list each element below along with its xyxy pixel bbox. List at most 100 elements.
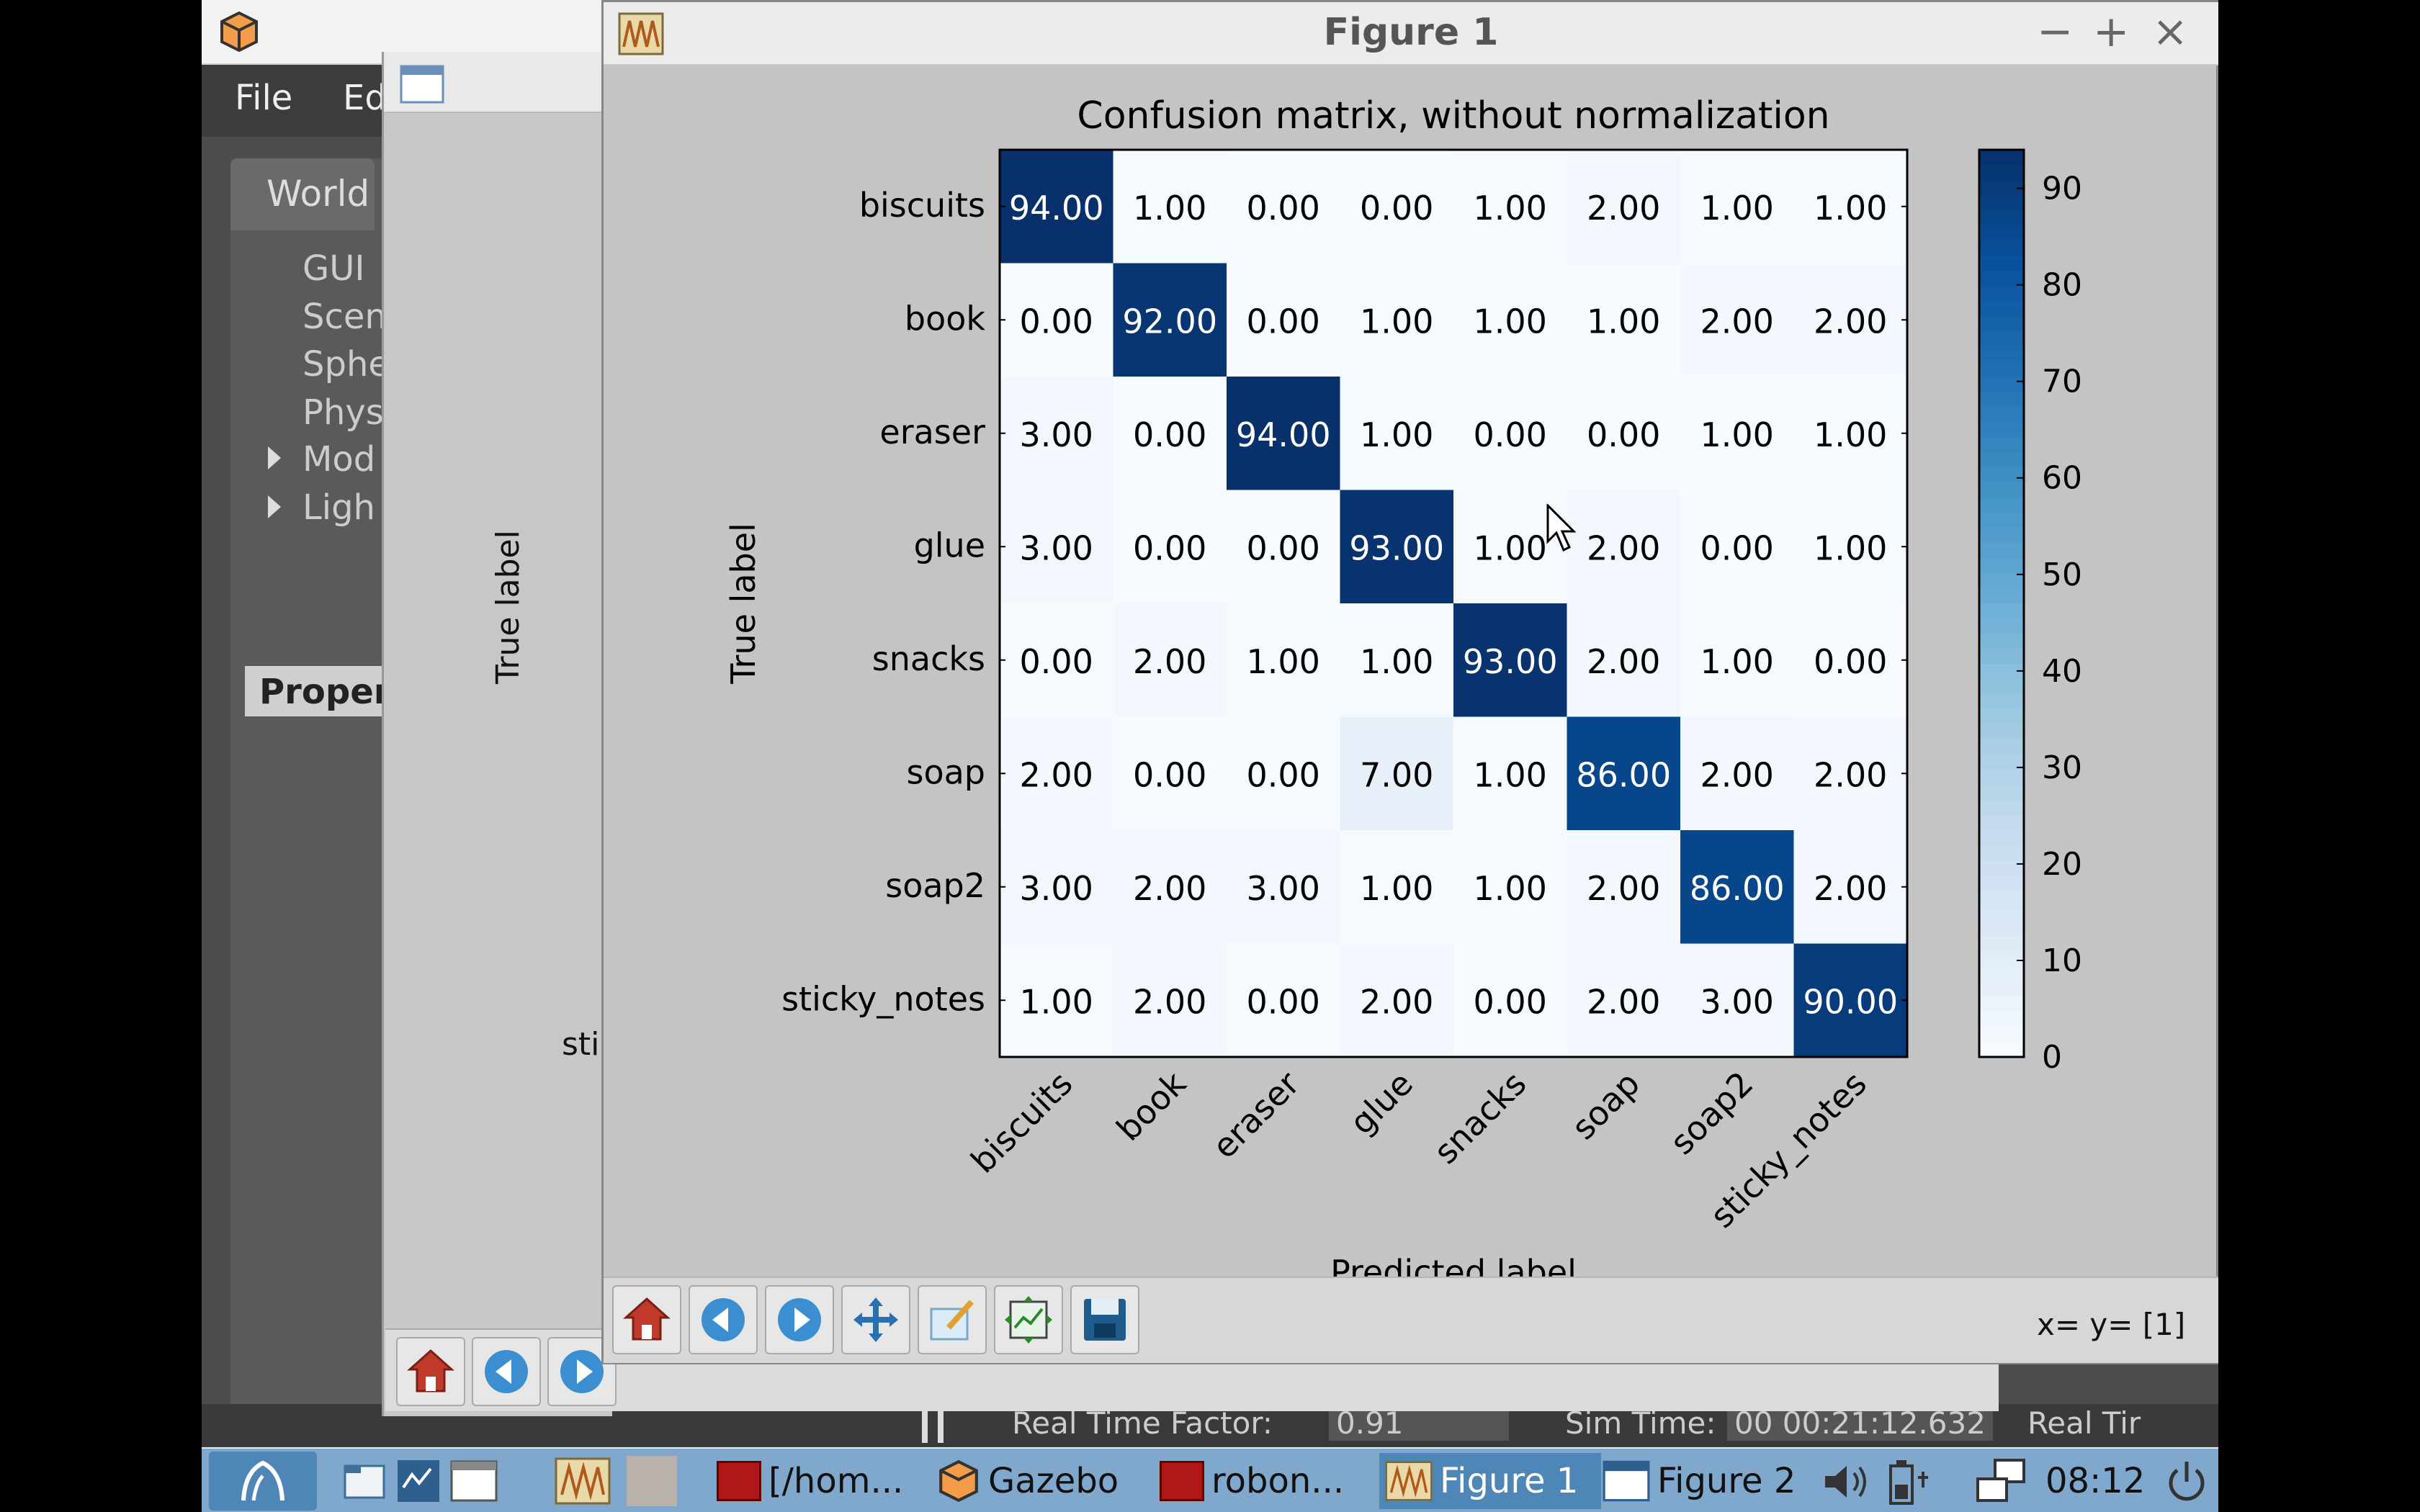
network-icon[interactable] — [1973, 1457, 2028, 1506]
matrix-cell — [1793, 603, 1908, 717]
matrix-cell — [1000, 943, 1113, 1058]
matrix-cell — [1567, 716, 1681, 831]
matrix-cell — [1227, 150, 1340, 264]
home-icon[interactable] — [396, 1337, 465, 1406]
matrix-cell — [1453, 603, 1567, 717]
colorbar-segment — [1979, 739, 2024, 755]
clock[interactable]: 08:12 — [2045, 1461, 2146, 1501]
expand-arrow-icon[interactable] — [268, 495, 281, 518]
colorbar-segment — [1979, 346, 2024, 362]
menu-file[interactable]: File — [235, 78, 293, 118]
colorbar-segment — [1979, 180, 2024, 196]
colorbar-segment — [1979, 513, 2024, 528]
battery-power-icon[interactable] — [1883, 1456, 1934, 1508]
cell-value-label: 2.00 — [1700, 302, 1774, 341]
network-monitor-icon[interactable] — [396, 1459, 441, 1503]
maximize-button[interactable]: + — [2093, 6, 2130, 57]
expand-arrow-icon[interactable] — [268, 446, 281, 469]
colorbar-segment — [1979, 603, 2024, 619]
matrix-cell — [1000, 490, 1113, 604]
colorbar-tick-label: 20 — [2042, 846, 2082, 883]
matrix-cell — [1567, 603, 1681, 717]
colorbar-segment — [1979, 1012, 2024, 1027]
colorbar-segment — [1979, 649, 2024, 665]
save-icon[interactable] — [1070, 1285, 1139, 1354]
start-logo-icon — [241, 1460, 284, 1501]
matrix-cell — [1227, 716, 1340, 831]
blank-window-icon[interactable] — [627, 1456, 677, 1506]
colorbar-segment — [1979, 588, 2024, 604]
cell-value-label: 1.00 — [1700, 189, 1774, 228]
tab-world[interactable]: World — [230, 158, 375, 230]
colorbar-segment — [1979, 361, 2024, 377]
volume-icon[interactable] — [1822, 1462, 1873, 1502]
figure1-titlebar[interactable]: Figure 1 − + × — [604, 2, 2218, 66]
tree-item-gui[interactable]: GUI — [302, 248, 365, 289]
matrix-cell — [1000, 263, 1113, 377]
cell-value-label: 1.00 — [1700, 415, 1774, 454]
cell-value-label: 0.00 — [1360, 189, 1433, 228]
taskbar-item-gazebo[interactable]: Gazebo — [936, 1453, 1131, 1509]
close-button[interactable]: × — [2152, 6, 2189, 57]
chart-title: Confusion matrix, without normalization — [1077, 94, 1829, 138]
colorbar-segment — [1979, 407, 2024, 423]
configure-icon[interactable] — [918, 1285, 987, 1354]
window-title: Figure 1 — [1323, 11, 1499, 54]
tree-item-spherical[interactable]: Sphe — [302, 344, 390, 384]
tree-item-physics[interactable]: Phys — [302, 392, 384, 433]
matrix-cell — [1567, 943, 1681, 1058]
power-icon[interactable] — [2164, 1459, 2209, 1503]
cell-value-label: 2.00 — [1133, 869, 1206, 908]
taskbar-item-terminal1[interactable]: [/hom... — [717, 1453, 904, 1509]
cell-value-label: 1.00 — [1474, 528, 1547, 567]
cell-value-label: 3.00 — [1700, 982, 1774, 1021]
colorbar-segment — [1979, 528, 2024, 544]
start-menu-button[interactable] — [209, 1452, 317, 1511]
cell-value-label: 2.00 — [1814, 755, 1887, 794]
x-axis-label: Predicted label — [1330, 1253, 1577, 1277]
colorbar-segment — [1979, 860, 2024, 876]
gazebo-icon — [939, 1459, 978, 1503]
taskbar-item-figure1[interactable]: Figure 1 — [1379, 1453, 1601, 1509]
pause-icon[interactable] — [922, 1408, 944, 1443]
forward-icon[interactable] — [765, 1285, 834, 1354]
cell-value-label: 2.00 — [1020, 755, 1093, 794]
matrix-cell — [1340, 716, 1454, 831]
x-tick-label: snacks — [1426, 1064, 1533, 1171]
colorbar-segment — [1979, 301, 2024, 317]
cell-value-label: 3.00 — [1247, 869, 1320, 908]
tree-item-models[interactable]: Mod — [302, 439, 376, 480]
taskbar-item-figure2[interactable]: Figure 2 — [1603, 1453, 1811, 1509]
tree-item-scene[interactable]: Scen — [302, 297, 387, 337]
back-icon[interactable] — [472, 1337, 541, 1406]
figure-icon[interactable] — [555, 1457, 611, 1505]
back-icon[interactable] — [689, 1285, 758, 1354]
desktop-icon[interactable] — [450, 1459, 498, 1503]
taskbar-label: robon... — [1211, 1461, 1345, 1501]
matrix-cell — [1113, 830, 1227, 944]
confusion-matrix-chart[interactable]: Confusion matrix, without normalization … — [604, 67, 2218, 1277]
matrix-cell — [1680, 943, 1794, 1058]
y-tick-label: sticky_notes — [781, 979, 985, 1018]
cell-value-label: 3.00 — [1020, 869, 1093, 908]
matrix-cell — [1340, 263, 1454, 377]
cell-value-label: 2.00 — [1700, 755, 1774, 794]
matrix-cell — [1340, 943, 1454, 1058]
cell-value-label: 1.00 — [1587, 302, 1660, 341]
minimize-button[interactable]: − — [2037, 6, 2074, 57]
pan-icon[interactable] — [841, 1285, 910, 1354]
folder-icon[interactable] — [342, 1459, 387, 1503]
colorbar-tick-label: 70 — [2042, 364, 2082, 400]
colorbar-segment — [1979, 966, 2024, 982]
colorbar-segment — [1979, 876, 2024, 891]
matrix-cell — [1567, 830, 1681, 944]
y-tick-label: snacks — [872, 639, 985, 678]
home-icon[interactable] — [612, 1285, 681, 1354]
menu-edit[interactable]: Ed — [343, 78, 387, 118]
taskbar-item-terminal2[interactable]: robon... — [1160, 1453, 1354, 1509]
cell-value-label: 2.00 — [1587, 642, 1660, 681]
zoom-rect-icon[interactable] — [994, 1285, 1063, 1354]
tree-item-lights[interactable]: Ligh — [302, 487, 375, 528]
matrix-cell — [1113, 263, 1227, 377]
colorbar-tick-label: 60 — [2042, 460, 2082, 497]
